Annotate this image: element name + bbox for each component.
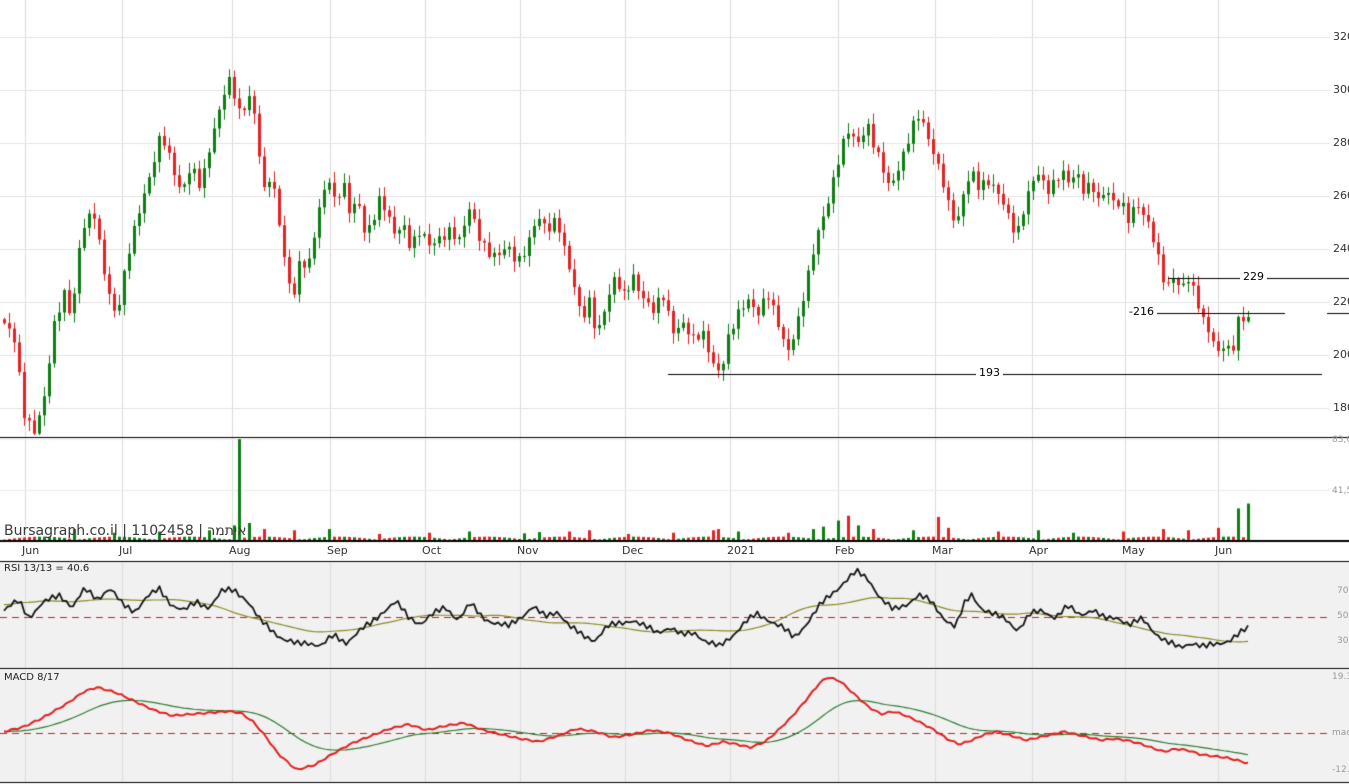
- chart-canvas[interactable]: [0, 0, 1349, 784]
- stock-chart: Bursagraph.co.il | 1102458 | איתמר RSI 1…: [0, 0, 1349, 784]
